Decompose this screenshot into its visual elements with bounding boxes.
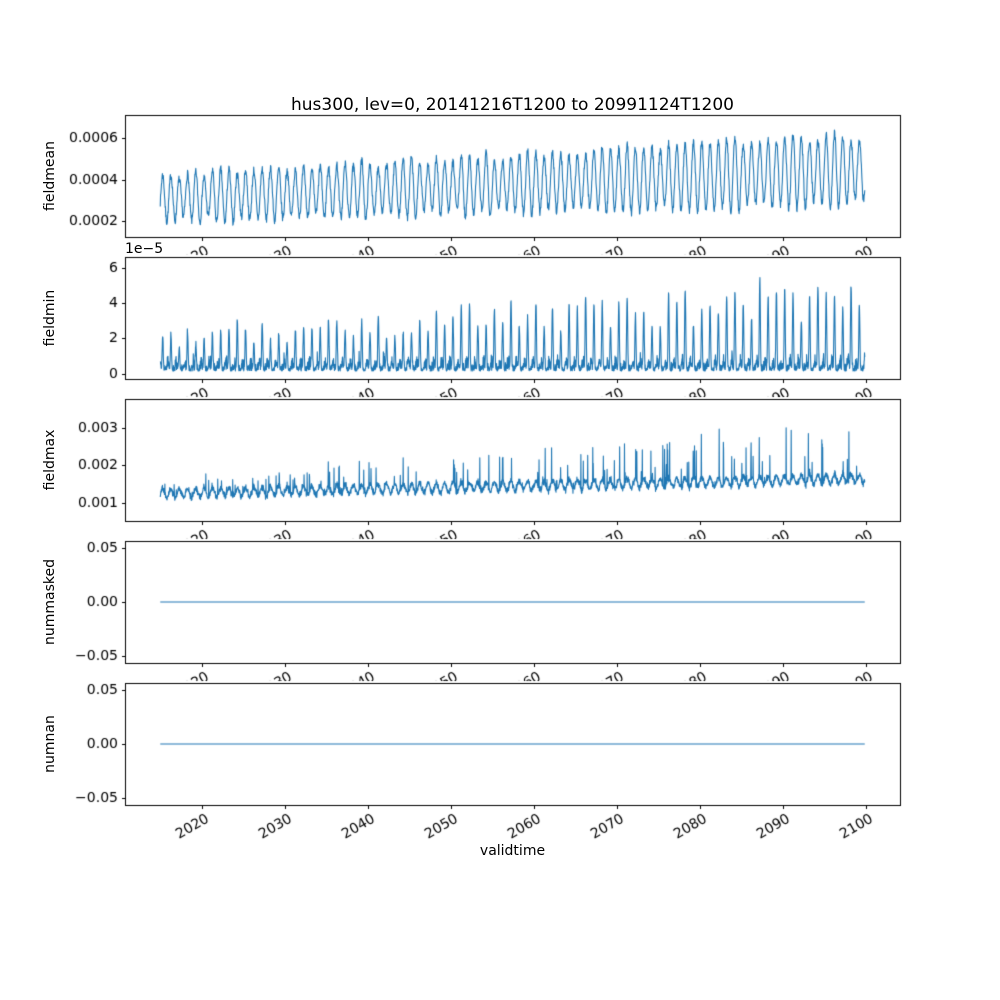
x-axis-label: validtime	[479, 843, 546, 859]
y-axis-label-nummasked: nummasked	[42, 559, 58, 646]
y-axis-label-fieldmax: fieldmax	[42, 429, 58, 491]
figure-title: hus300, lev=0, 20141216T1200 to 20991124…	[291, 95, 734, 115]
fieldmin-scale-offset-text: 1e−5	[125, 241, 164, 257]
y-axis-label-numnan: numnan	[42, 715, 58, 773]
y-axis-label-fieldmean: fieldmean	[42, 141, 58, 211]
y-axis-label-fieldmin: fieldmin	[42, 289, 58, 347]
